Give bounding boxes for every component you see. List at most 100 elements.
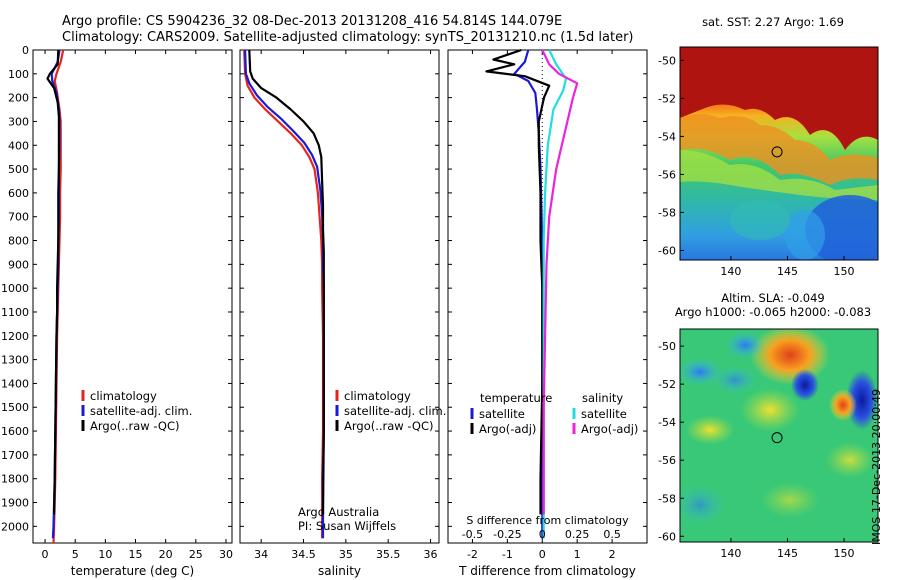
legend-label: satellite xyxy=(479,407,525,421)
legend-label: Argo(-adj) xyxy=(479,422,536,436)
map-x-tick-label: 145 xyxy=(777,547,798,560)
y-tick-label: 1500 xyxy=(1,401,29,414)
legend-label: satellite xyxy=(581,407,627,421)
y-tick-label: 300 xyxy=(8,115,29,128)
map-y-tick-label: -50 xyxy=(658,340,676,353)
series-line-3 xyxy=(248,49,325,515)
sla-map xyxy=(680,329,878,542)
x-tick-label: 34.5 xyxy=(291,548,316,561)
legend-title-salinity: salinity xyxy=(582,391,623,405)
s-tick-label: 0.25 xyxy=(565,528,590,541)
y-tick-label: 1400 xyxy=(1,377,29,390)
y-tick-label: 700 xyxy=(8,211,29,224)
figure-title-line2: Climatology: CARS2009. Satellite-adjuste… xyxy=(62,30,634,45)
x-tick-label: 15 xyxy=(129,548,143,561)
map-border xyxy=(679,46,879,261)
x-tick-label: 35.5 xyxy=(376,548,401,561)
x-tick-label: 36 xyxy=(424,548,438,561)
map-y-tick-label: -58 xyxy=(658,206,676,219)
map-title: Altim. SLA: -0.049 xyxy=(721,291,825,305)
map-border xyxy=(679,328,879,543)
map-y-tick-label: -54 xyxy=(658,416,676,429)
x-tick-label: 1 xyxy=(574,548,581,561)
top-axis-label: S difference from climatology xyxy=(466,514,629,527)
map-x-tick-label: 145 xyxy=(777,265,798,278)
s-tick-label: 0.5 xyxy=(603,528,621,541)
annotation-line: PI: Susan Wijffels xyxy=(298,519,396,533)
map-y-tick-label: -58 xyxy=(658,492,676,505)
plot-frame xyxy=(32,49,233,544)
argo-position-marker xyxy=(771,432,783,444)
y-tick-label: 1800 xyxy=(1,473,29,486)
series-line-2 xyxy=(485,48,551,515)
argo-position-marker xyxy=(771,146,783,158)
x-tick-label: 30 xyxy=(219,548,233,561)
x-tick-label: 0 xyxy=(539,548,546,561)
map-y-tick-label: -60 xyxy=(658,244,676,257)
map-x-tick-label: 140 xyxy=(720,265,741,278)
y-tick-label: 0 xyxy=(22,44,29,57)
map-y-tick-label: -60 xyxy=(658,530,676,543)
map-y-tick-label: -50 xyxy=(658,54,676,67)
x-tick-label: 25 xyxy=(189,548,203,561)
annotation-line: Argo Australia xyxy=(298,505,379,519)
map-x-tick-label: 150 xyxy=(834,547,855,560)
map-subtitle: Argo h1000: -0.065 h2000: -0.083 xyxy=(675,305,871,319)
legend-label: climatology xyxy=(344,389,411,403)
y-tick-label: 100 xyxy=(8,68,29,81)
legend-label: Argo(-adj) xyxy=(581,422,638,436)
y-tick-label: 800 xyxy=(8,235,29,248)
legend-label: Argo(..raw -QC) xyxy=(344,419,434,433)
y-tick-label: 2000 xyxy=(1,520,29,533)
s-tick-label: -0.5 xyxy=(462,528,483,541)
x-tick-label: -2 xyxy=(467,548,478,561)
map-y-tick-label: -56 xyxy=(658,454,676,467)
y-tick-label: 600 xyxy=(8,187,29,200)
y-tick-label: 1700 xyxy=(1,449,29,462)
y-tick-label: 1300 xyxy=(1,354,29,367)
profile-panel-3: -2 -1 0 1 2 T difference from climatology S di… xyxy=(447,48,648,578)
map-y-tick-label: -54 xyxy=(658,130,676,143)
map-x-tick-label: 140 xyxy=(720,547,741,560)
y-tick-label: 500 xyxy=(8,163,29,176)
x-tick-label: 20 xyxy=(159,548,173,561)
x-tick-label: 10 xyxy=(98,548,112,561)
x-tick-label: 2 xyxy=(609,548,616,561)
sst-map xyxy=(680,47,878,260)
map-y-tick-label: -52 xyxy=(658,92,676,105)
plot-frame xyxy=(239,49,440,544)
legend-title-temperature: temperature xyxy=(480,391,552,405)
x-tick-label: 0 xyxy=(42,548,49,561)
x-tick-label: -1 xyxy=(502,548,513,561)
legend-label: satellite-adj. clim. xyxy=(90,404,192,418)
x-axis-label: temperature (deg C) xyxy=(71,564,194,578)
profile-panel-2: 34 34.5 35 35.5 36 salinity climatologysatelli… xyxy=(239,49,446,578)
y-tick-label: 900 xyxy=(8,258,29,271)
x-axis-label: T difference from climatology xyxy=(458,564,636,578)
y-tick-label: 1100 xyxy=(1,306,29,319)
map-y-tick-label: -56 xyxy=(658,168,676,181)
y-tick-label: 1200 xyxy=(1,330,29,343)
s-tick-label: -0.25 xyxy=(493,528,521,541)
x-tick-label: 35 xyxy=(339,548,353,561)
y-tick-label: 1000 xyxy=(1,282,29,295)
plot-frame xyxy=(447,49,648,544)
map-title: sat. SST: 2.27 Argo: 1.69 xyxy=(702,15,844,29)
x-axis-label: salinity xyxy=(318,564,361,578)
map-frame-1: 140 145 150 -50 -52 -54 -56 -58 -60 sat. SST: 2.2… xyxy=(658,15,879,278)
series-line-4 xyxy=(541,49,579,515)
legend-label: satellite-adj. clim. xyxy=(344,404,446,418)
y-tick-label: 200 xyxy=(8,92,29,105)
x-tick-label: 5 xyxy=(72,548,79,561)
y-tick-label: 1900 xyxy=(1,497,29,510)
map-x-tick-label: 150 xyxy=(834,265,855,278)
y-tick-label: 1600 xyxy=(1,425,29,438)
s-tick-label: 0 xyxy=(539,528,546,541)
legend-label: Argo(..raw -QC) xyxy=(90,419,180,433)
y-tick-label: 400 xyxy=(8,139,29,152)
map-y-tick-label: -52 xyxy=(658,378,676,391)
legend-label: climatology xyxy=(90,389,157,403)
imos-timestamp: IMOS 17-Dec-2013 20:00:49 xyxy=(870,389,883,545)
figure-title-line1: Argo profile: CS 5904236_32 08-Dec-2013 … xyxy=(62,14,563,29)
